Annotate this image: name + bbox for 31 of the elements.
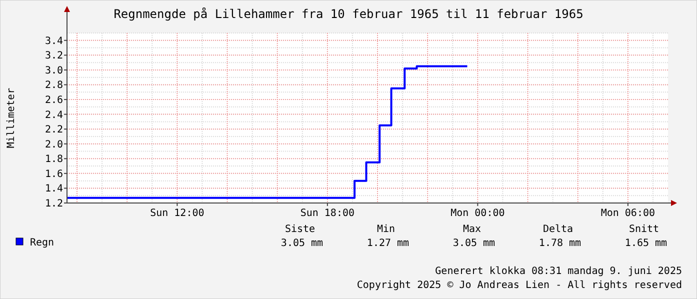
y-tick-label: 1.6 bbox=[44, 168, 63, 180]
y-tick-label: 2.6 bbox=[44, 95, 63, 106]
text: Delta bbox=[542, 224, 574, 235]
text: Generert klokka 08:31 mandag 9. juni 2025 bbox=[435, 266, 682, 277]
y-tick-label: 1.8 bbox=[44, 154, 63, 166]
x-tick-label: Mon 06:00 bbox=[600, 208, 656, 219]
y-tick-label: 3.4 bbox=[44, 36, 63, 47]
y-axis-title: Millimeter bbox=[6, 88, 17, 148]
text: Max bbox=[462, 224, 482, 235]
text: 3.05 mm bbox=[452, 238, 496, 249]
y-tick-label: 2.0 bbox=[44, 139, 63, 150]
text: 1.65 mm bbox=[624, 238, 668, 249]
text: 1.78 mm bbox=[538, 238, 582, 249]
y-tick-label: 2.2 bbox=[44, 124, 63, 136]
chart-title: Regnmengde på Lillehammer fra 10 februar 1965 til 11 februar 1965 bbox=[114, 7, 584, 21]
x-tick-label: Sun 18:00 bbox=[300, 208, 355, 219]
y-tick-label: 3.0 bbox=[44, 65, 63, 76]
x-tick-label: Mon 00:00 bbox=[450, 208, 505, 219]
y-tick-label: 1.2 bbox=[44, 198, 63, 210]
legend-label: Regn bbox=[30, 238, 54, 248]
text: Snitt bbox=[628, 224, 660, 235]
y-tick-label: 3.2 bbox=[44, 50, 63, 62]
text: 1.27 mm bbox=[366, 238, 410, 249]
y-tick-label: 2.4 bbox=[44, 110, 63, 121]
y-tick-label: 1.4 bbox=[44, 184, 63, 195]
text: Siste bbox=[284, 224, 316, 235]
text: Copyright 2025 © Jo Andreas Lien - All rights reserved bbox=[356, 280, 682, 291]
text: Min bbox=[376, 224, 396, 235]
text: 3.05 mm bbox=[280, 238, 324, 249]
x-tick-label: Sun 12:00 bbox=[150, 208, 204, 219]
y-tick-label: 2.8 bbox=[44, 80, 63, 92]
